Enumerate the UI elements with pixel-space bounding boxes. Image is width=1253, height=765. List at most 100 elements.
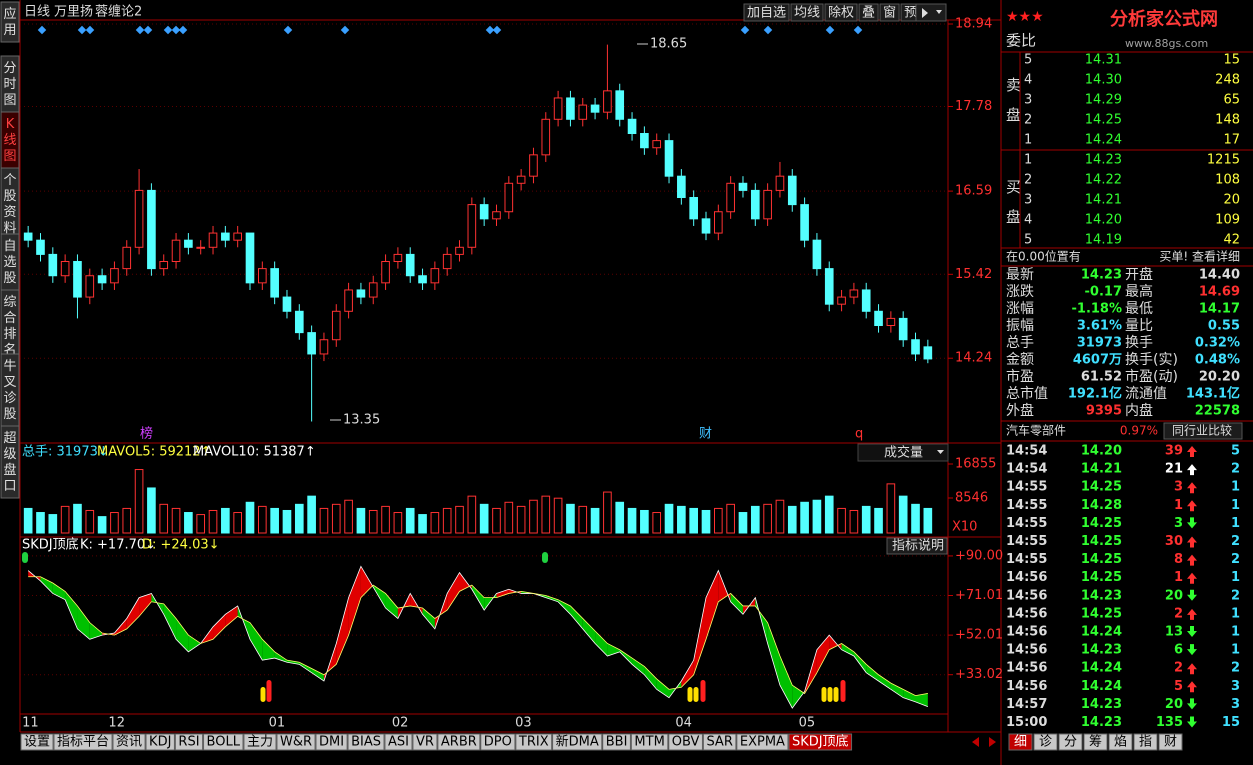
indicator-tab-label[interactable]: TRIX [518,735,549,750]
compare-button[interactable] [1163,422,1243,440]
kd-ribbon [841,643,854,656]
indicator-tab-label[interactable]: RSI [178,735,199,750]
toolbar-button[interactable] [858,3,879,22]
indicator-tab[interactable] [243,733,277,751]
toolbar-button[interactable] [790,3,824,22]
panel-tab[interactable] [1058,733,1083,751]
indicator-tab[interactable] [736,733,789,751]
indicator-tab[interactable] [437,733,481,751]
indicator-tab-label[interactable]: SAR [706,735,732,750]
indicator-tab[interactable] [630,733,669,751]
toolbar-button[interactable] [824,3,858,22]
selector-label[interactable]: 成交量 [884,445,923,461]
indicator-tab[interactable] [53,733,113,751]
y-tick-label: 14.24 [955,351,992,366]
help-button-label[interactable]: 指标说明 [892,539,944,554]
sidebar-tab-label[interactable]: 自选股 [3,239,16,286]
indicator-tab[interactable] [315,733,348,751]
indicator-tab-label[interactable]: W&R [280,735,312,750]
sidebar-tab-label[interactable]: 个股资料 [3,173,16,236]
indicator-tab-label[interactable]: BOLL [207,735,241,750]
sidebar-tab-label[interactable]: 牛叉诊股 [3,359,16,422]
indicator-tab-label[interactable]: 指标平台 [57,735,109,750]
indicator-tab-label[interactable]: EXPMA [740,735,785,750]
sidebar-tab[interactable] [0,425,20,499]
indicator-tab[interactable] [384,733,413,751]
indicator-tab[interactable] [412,733,438,751]
kd-ribbon [360,566,374,598]
indicator-tab-label[interactable]: ASI [388,735,409,750]
panel-tab-label[interactable]: 诊 [1039,735,1052,750]
indicator-tab-label[interactable]: KDJ [149,735,171,750]
panel-title: 总手: 31973↓ [22,445,109,460]
sidebar-tab-label[interactable]: 超级盘口 [3,431,16,494]
indicator-tab-label[interactable]: DMI [319,735,344,750]
toolbar-arrow [922,8,942,18]
indicator-tab[interactable] [552,733,603,751]
panel-tab-label[interactable]: 财 [1164,735,1177,750]
sidebar-tab-label[interactable]: 综合排名 [3,295,16,358]
toolbar-button-label[interactable]: 叠 [862,6,875,21]
indicator-tab[interactable] [602,733,631,751]
indicator-tab[interactable] [668,733,703,751]
book-volume: 20 [1223,193,1240,208]
help-button[interactable] [886,537,948,555]
volume-bar [898,495,908,534]
panel-tab-label[interactable]: 筹 [1089,734,1102,750]
candle-body [208,232,218,248]
kd-ribbon [767,622,780,686]
y-tick-label: +33.02 [955,667,1003,682]
panel-tab-label[interactable]: 细 [1014,735,1027,750]
indicator-tab-label[interactable]: VR [416,735,434,750]
indicator-tab-label[interactable]: BIAS [351,735,381,750]
unit-label: X10 [952,520,977,535]
indicator-tab-label[interactable]: 资讯 [116,735,142,750]
indicator-tab[interactable] [480,733,516,751]
indicator-tab[interactable] [515,733,553,751]
indicator-tab-label[interactable]: DPO [484,735,512,750]
toolbar-button[interactable] [879,3,900,22]
toolbar-button[interactable] [743,3,790,22]
indicator-tab-label[interactable]: BBI [606,735,628,750]
indicator-tab[interactable] [174,733,204,751]
indicator-tab[interactable] [702,733,737,751]
panel-tab-label[interactable]: 焰 [1114,735,1127,750]
sidebar-tab-label[interactable]: 应用 [3,6,16,38]
sidebar-tab-label[interactable]: 分时图 [3,61,16,108]
toolbar-button[interactable] [915,3,947,22]
indicator-tab[interactable] [203,733,244,751]
toolbar-button-label[interactable]: 窗 [883,5,896,21]
indicator-tab[interactable] [788,733,853,751]
indicator-tab-label[interactable]: 设置 [24,735,50,750]
panel-tab-label[interactable]: 指 [1139,735,1152,750]
panel-tab-label[interactable]: 分 [1064,735,1077,750]
indicator-tab[interactable] [20,733,54,751]
panel-tab[interactable] [1108,733,1133,751]
indicator-tab[interactable] [145,733,175,751]
indicator-tab-label[interactable]: 主力 [247,735,273,750]
toolbar-button-label[interactable]: 加自选 [747,6,786,21]
panel-tab[interactable] [1083,733,1108,751]
sidebar-tab-label[interactable]: K 线图 [3,117,16,164]
sidebar-tab[interactable] [0,1,20,43]
indicator-tab-label[interactable]: OBV [672,735,700,750]
indicator-tab-label[interactable]: 新DMA [556,734,599,750]
panel-tab[interactable] [1008,733,1033,751]
toolbar-button-label[interactable]: 除权 [828,5,854,21]
indicator-tab-label[interactable]: SKDJ顶底 [792,734,849,750]
panel-tab[interactable] [1033,733,1058,751]
notice-link[interactable]: 买单! 查看详细 [1159,249,1240,264]
indicator-tab-label[interactable]: ARBR [441,735,477,750]
tick-time: 14:56 [1006,570,1047,585]
indicator-tab-label[interactable]: MTM [634,735,664,750]
toolbar-button-label[interactable]: 均线 [794,6,820,21]
indicator-tab[interactable] [347,733,385,751]
selector[interactable] [857,443,949,462]
candle-body [824,268,834,305]
indicator-tab[interactable] [276,733,316,751]
indicator-tab[interactable] [112,733,146,751]
panel-tab[interactable] [1158,733,1183,751]
panel-tab[interactable] [1133,733,1158,751]
kd-ribbon [853,651,867,673]
compare-button-label[interactable]: 同行业比较 [1172,423,1232,438]
